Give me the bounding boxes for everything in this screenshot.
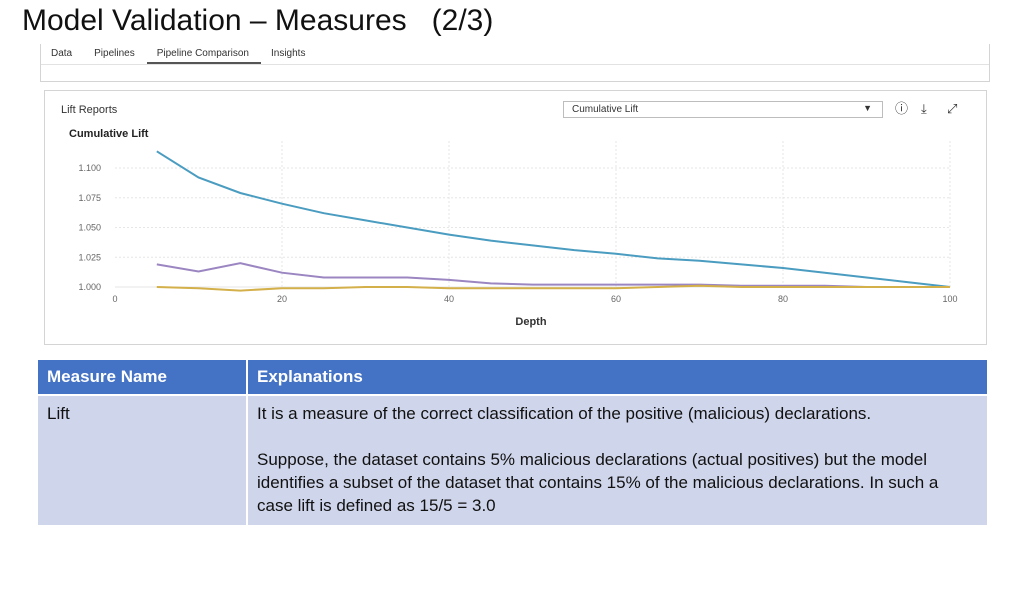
x-tick-label: 60 — [611, 294, 621, 304]
select-value: Cumulative Lift — [572, 104, 639, 115]
y-tick-label: 1.075 — [78, 193, 101, 203]
tab-data[interactable]: Data — [51, 48, 73, 59]
chart-title: Cumulative Lift — [69, 128, 149, 140]
series-line — [156, 284, 950, 292]
x-tick-label: 100 — [942, 294, 957, 304]
tab-pipelines[interactable]: Pipelines — [94, 48, 135, 59]
x-tick-label: 80 — [778, 294, 788, 304]
series-line — [156, 262, 950, 288]
tab-pipeline-comparison[interactable]: Pipeline Comparison — [146, 44, 261, 64]
explanation-paragraph: It is a measure of the correct classific… — [257, 404, 872, 423]
header-measure-name: Measure Name — [38, 360, 248, 395]
explanation-cell: It is a measure of the correct classific… — [247, 394, 989, 525]
y-tick-label: 1.000 — [78, 282, 101, 292]
tab-bar: Data Pipelines Pipeline Comparison Insig… — [41, 44, 989, 65]
lift-type-select[interactable]: Cumulative Lift ▼ — [563, 101, 883, 118]
x-axis-label: Depth — [515, 316, 546, 328]
lift-reports-panel: Lift Reports Cumulative Lift ▼ ⓘ ⤓ ⤢ Cum… — [44, 90, 987, 345]
x-tick-label: 40 — [444, 294, 454, 304]
cumulative-lift-chart: 1.000 1.025 1.050 1.075 1.100 0 20 40 60 80 100 D… — [78, 141, 958, 328]
series-line — [156, 150, 951, 288]
panel-label: Lift Reports — [61, 104, 118, 116]
measure-name-cell: Lift — [38, 394, 248, 525]
x-tick-label: 20 — [277, 294, 287, 304]
app-frame: Data Pipelines Pipeline Comparison Insig… — [40, 44, 990, 82]
y-tick-label: 1.100 — [78, 163, 101, 173]
y-tick-label: 1.050 — [78, 223, 101, 233]
table-row: Lift It is a measure of the correct clas… — [38, 394, 989, 525]
y-tick-label: 1.025 — [78, 252, 101, 262]
explanation-example-paragraph: Suppose, the dataset contains 5% malicio… — [257, 450, 939, 515]
download-icon[interactable]: ⤓ — [921, 101, 927, 116]
measures-table: Measure Name Explanations Lift It is a m… — [38, 360, 989, 525]
header-explanations: Explanations — [247, 360, 989, 395]
slide-title: Model Validation – Measures (2/3) — [22, 4, 494, 37]
info-icon[interactable]: ⓘ — [895, 101, 909, 116]
table-header-row: Measure Name Explanations — [38, 360, 989, 395]
x-tick-label: 0 — [112, 294, 117, 304]
expand-icon[interactable]: ⤢ — [947, 101, 958, 116]
chevron-down-icon: ▼ — [863, 103, 872, 113]
tab-insights[interactable]: Insights — [271, 48, 306, 59]
